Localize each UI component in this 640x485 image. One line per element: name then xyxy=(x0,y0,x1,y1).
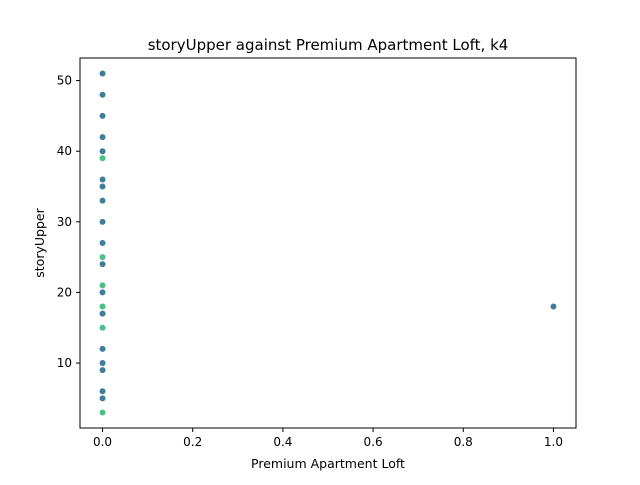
x-tick-label: 0.6 xyxy=(364,435,383,449)
y-tick-label: 20 xyxy=(57,285,72,299)
data-point-1-5 xyxy=(99,409,106,416)
data-point-0-11 xyxy=(99,289,106,296)
data-point-0-7 xyxy=(99,197,106,204)
data-point-0-18 xyxy=(550,303,557,310)
data-point-0-5 xyxy=(99,176,106,183)
data-point-1-2 xyxy=(99,282,106,289)
data-point-1-1 xyxy=(99,254,106,261)
y-tick-label: 40 xyxy=(57,144,72,158)
data-point-0-16 xyxy=(99,388,106,395)
x-axis-label: Premium Apartment Loft xyxy=(251,456,405,471)
data-point-0-8 xyxy=(99,218,106,225)
data-point-0-17 xyxy=(99,395,106,402)
data-point-1-3 xyxy=(99,303,106,310)
x-tick-label: 0.4 xyxy=(273,435,292,449)
y-tick-label: 50 xyxy=(57,74,72,88)
data-point-0-6 xyxy=(99,183,106,190)
x-tick-label: 0.0 xyxy=(93,435,112,449)
data-point-0-14 xyxy=(99,360,106,367)
x-tick-label: 0.2 xyxy=(183,435,202,449)
data-point-0-13 xyxy=(99,345,106,352)
data-points xyxy=(99,70,557,416)
data-point-0-1 xyxy=(99,91,106,98)
x-tick-label: 0.8 xyxy=(454,435,473,449)
y-axis: 10 20 30 40 50 xyxy=(57,74,80,370)
y-tick-label: 10 xyxy=(57,356,72,370)
data-point-1-0 xyxy=(99,155,106,162)
data-point-0-0 xyxy=(99,70,106,77)
data-point-0-4 xyxy=(99,148,106,155)
data-point-0-10 xyxy=(99,261,106,268)
y-tick-label: 30 xyxy=(57,215,72,229)
data-point-0-12 xyxy=(99,310,106,317)
x-axis: 0.0 0.2 0.4 0.6 0.8 1.0 xyxy=(93,428,563,449)
data-point-0-15 xyxy=(99,367,106,374)
plot-frame xyxy=(79,57,577,429)
data-point-1-4 xyxy=(99,324,106,331)
data-point-0-9 xyxy=(99,240,106,246)
chart-title: storyUpper against Premium Apartment Lof… xyxy=(148,36,509,54)
data-point-0-2 xyxy=(99,112,106,119)
y-axis-label: storyUpper xyxy=(32,207,47,277)
data-point-0-3 xyxy=(99,134,106,141)
x-tick-label: 1.0 xyxy=(544,435,563,449)
